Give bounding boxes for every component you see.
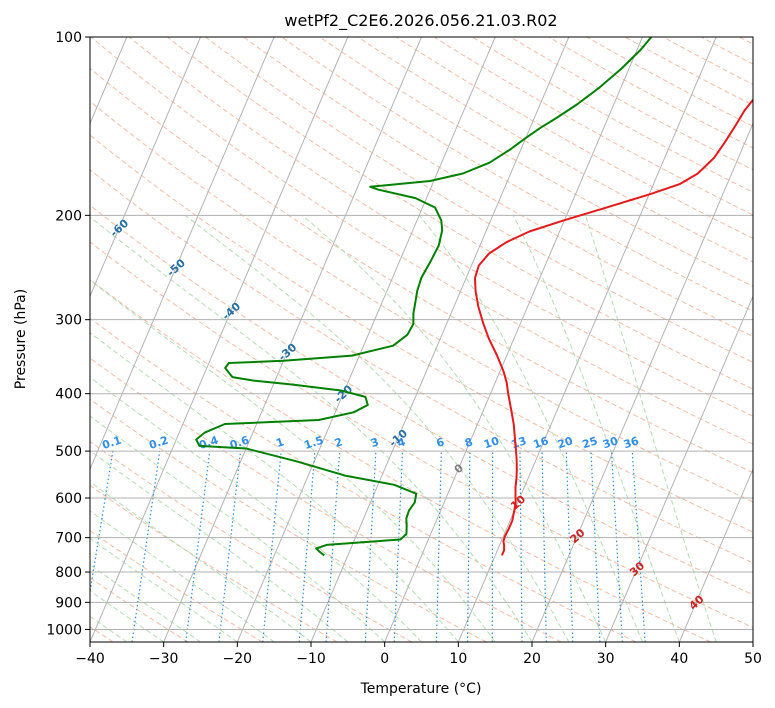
moist-adiabat [90, 537, 238, 642]
x-tick-label: −10 [296, 651, 326, 667]
y-axis: 100 200 300 400 500 600 700 800 900 1000 [46, 30, 90, 638]
isotherm-line [384, 37, 643, 642]
dry-adiabat [205, 37, 753, 364]
y-tick-label: 300 [55, 313, 82, 329]
y-tick-label: 100 [55, 30, 82, 46]
x-tick-label: −40 [75, 651, 105, 667]
y-tick-label: 800 [55, 565, 82, 581]
moist-adiabat [90, 279, 496, 642]
dry-adiabat [90, 440, 413, 642]
mixing-ratio-label: 10 [482, 434, 501, 451]
dry-adiabat [90, 398, 487, 642]
moist-adiabat [512, 215, 680, 642]
mixing-ratio-label: 4 [396, 435, 408, 450]
mixing-ratio-label: 8 [463, 435, 474, 450]
mixing-ratio-label: 2 [333, 435, 344, 450]
isotherm-line [457, 37, 717, 642]
y-tick-label: 200 [55, 208, 82, 224]
background-lines [90, 37, 753, 642]
y-tick-label: 700 [55, 531, 82, 547]
series-lines [195, 37, 753, 557]
x-tick-label: 20 [523, 651, 541, 667]
y-axis-label: Pressure (hPa) [13, 289, 29, 389]
dry-adiabat [243, 37, 753, 338]
chart-title: wetPf2_C2E6.2026.056.21.03.R02 [284, 11, 557, 31]
moist-adiabat [90, 216, 533, 642]
mixing-ratio-label: 30 [601, 434, 620, 451]
moist-adiabat [585, 215, 717, 642]
mixing-ratio-label: 0.2 [147, 434, 170, 452]
y-tick-label: 1000 [46, 622, 82, 638]
pressure-gridlines [90, 37, 753, 630]
moist-adiabat [90, 415, 386, 642]
x-axis: −40 −30 −20 −10 0 10 20 30 40 50 [75, 642, 762, 667]
dry-adiabat [90, 241, 753, 629]
plot-area [90, 37, 753, 642]
dry-adiabat [90, 100, 753, 503]
dewpoint-line [195, 37, 653, 557]
mixing-ratio-label: 20 [556, 434, 575, 451]
mixing-ratio-line [131, 451, 161, 642]
x-tick-label: −30 [149, 651, 179, 667]
moist-adiabat [90, 332, 459, 642]
mixing-ratio-label: 1 [274, 435, 285, 450]
x-tick-label: 50 [744, 651, 762, 667]
isotherm-line [605, 295, 753, 642]
isotherm-line [236, 37, 496, 642]
dry-adiabat [90, 484, 338, 642]
isotherm-line [678, 467, 753, 642]
dry-adiabat [166, 37, 753, 390]
moist-adiabat [90, 564, 201, 642]
x-tick-label: 40 [670, 651, 688, 667]
isotherm-line [90, 37, 349, 642]
moist-adiabat [90, 590, 164, 642]
moist-adiabat [90, 376, 422, 642]
dry-adiabat [281, 37, 753, 312]
temperature-line [474, 98, 753, 556]
x-tick-label: 30 [597, 651, 615, 667]
isotherm-line [531, 122, 753, 642]
isotherm-line [163, 37, 422, 642]
dry-adiabat [90, 204, 753, 596]
isotherm-line [90, 37, 201, 298]
mixing-ratio-label: 1.5 [303, 434, 326, 452]
x-tick-label: 0 [380, 651, 389, 667]
dry-adiabat [90, 357, 562, 642]
mixing-ratio-line [90, 451, 114, 596]
mixing-ratio-line [218, 451, 242, 642]
moist-adiabat [418, 214, 643, 642]
x-tick-label: 10 [449, 651, 467, 667]
mixing-ratio-label: 0.1 [101, 434, 124, 452]
mixing-ratio-label: 36 [622, 434, 641, 451]
mixing-ratio-label: 6 [435, 435, 447, 450]
dry-adiabat [90, 67, 753, 474]
plot-frame [89, 36, 754, 643]
dry-adiabat [90, 278, 711, 642]
mixing-ratio-line [185, 451, 211, 642]
dry-adiabat [90, 134, 753, 533]
x-axis-label: Temperature (°C) [360, 681, 482, 697]
y-tick-label: 500 [55, 444, 82, 460]
moist-adiabat [90, 481, 312, 642]
mixing-ratio-label: 3 [369, 435, 380, 450]
dry-adiabat [90, 530, 263, 642]
x-tick-label: −20 [223, 651, 253, 667]
moist-adiabat [301, 214, 607, 642]
mixing-ratio-label: 25 [581, 434, 600, 451]
mixing-ratio-label: 16 [532, 434, 551, 451]
y-tick-label: 400 [55, 387, 82, 403]
isotherm-line [90, 37, 275, 471]
dry-adiabat [90, 317, 637, 642]
y-tick-label: 900 [55, 595, 82, 611]
y-tick-label: 600 [55, 491, 82, 507]
